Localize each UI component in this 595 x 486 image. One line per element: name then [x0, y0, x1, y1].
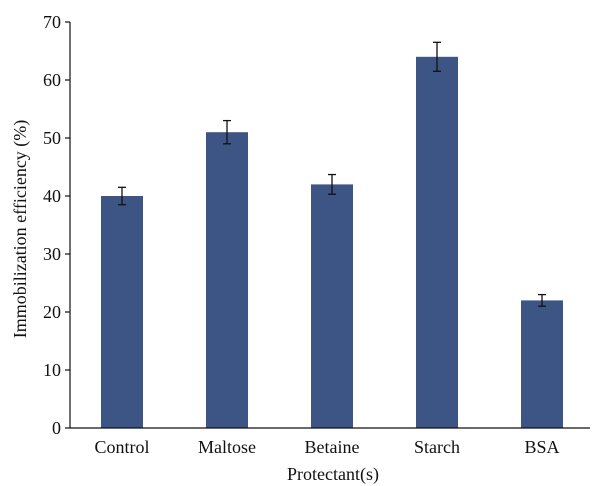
error-bar-maltose: [223, 119, 231, 145]
y-tick-label: 0: [52, 418, 61, 438]
x-axis-title: Protectant(s): [287, 464, 379, 485]
y-ticks-layer: 0 10 20 30 40 50 60 70: [43, 12, 70, 438]
bar-maltose: [206, 132, 248, 428]
x-tick-label-control: Control: [94, 437, 149, 457]
bar-betaine: [311, 184, 353, 428]
error-bar-starch: [433, 41, 441, 72]
y-tick-label: 50: [43, 128, 61, 148]
y-tick-label: 40: [43, 186, 61, 206]
y-axis-title: Immobilization efficiency (%): [10, 120, 31, 339]
axes-layer: [69, 22, 590, 429]
x-tick-label-starch: Starch: [414, 437, 460, 457]
y-tick-label: 70: [43, 12, 61, 32]
error-bars-layer: [118, 41, 546, 307]
error-bar-bsa: [538, 293, 546, 307]
bars-layer: [101, 56, 563, 429]
x-tick-labels-layer: Control Maltose Betaine Starch BSA: [94, 437, 559, 457]
y-tick-label: 20: [43, 302, 61, 322]
bar-bsa: [521, 300, 563, 428]
y-tick-label: 60: [43, 70, 61, 90]
error-bar-control: [118, 186, 126, 206]
x-tick-label-bsa: BSA: [524, 437, 559, 457]
error-bar-betaine: [328, 173, 336, 195]
y-tick-label: 30: [43, 244, 61, 264]
bar-control: [101, 196, 143, 428]
x-tick-label-maltose: Maltose: [198, 437, 256, 457]
x-tick-label-betaine: Betaine: [305, 437, 360, 457]
bar-starch: [416, 56, 458, 429]
y-tick-label: 10: [43, 360, 61, 380]
